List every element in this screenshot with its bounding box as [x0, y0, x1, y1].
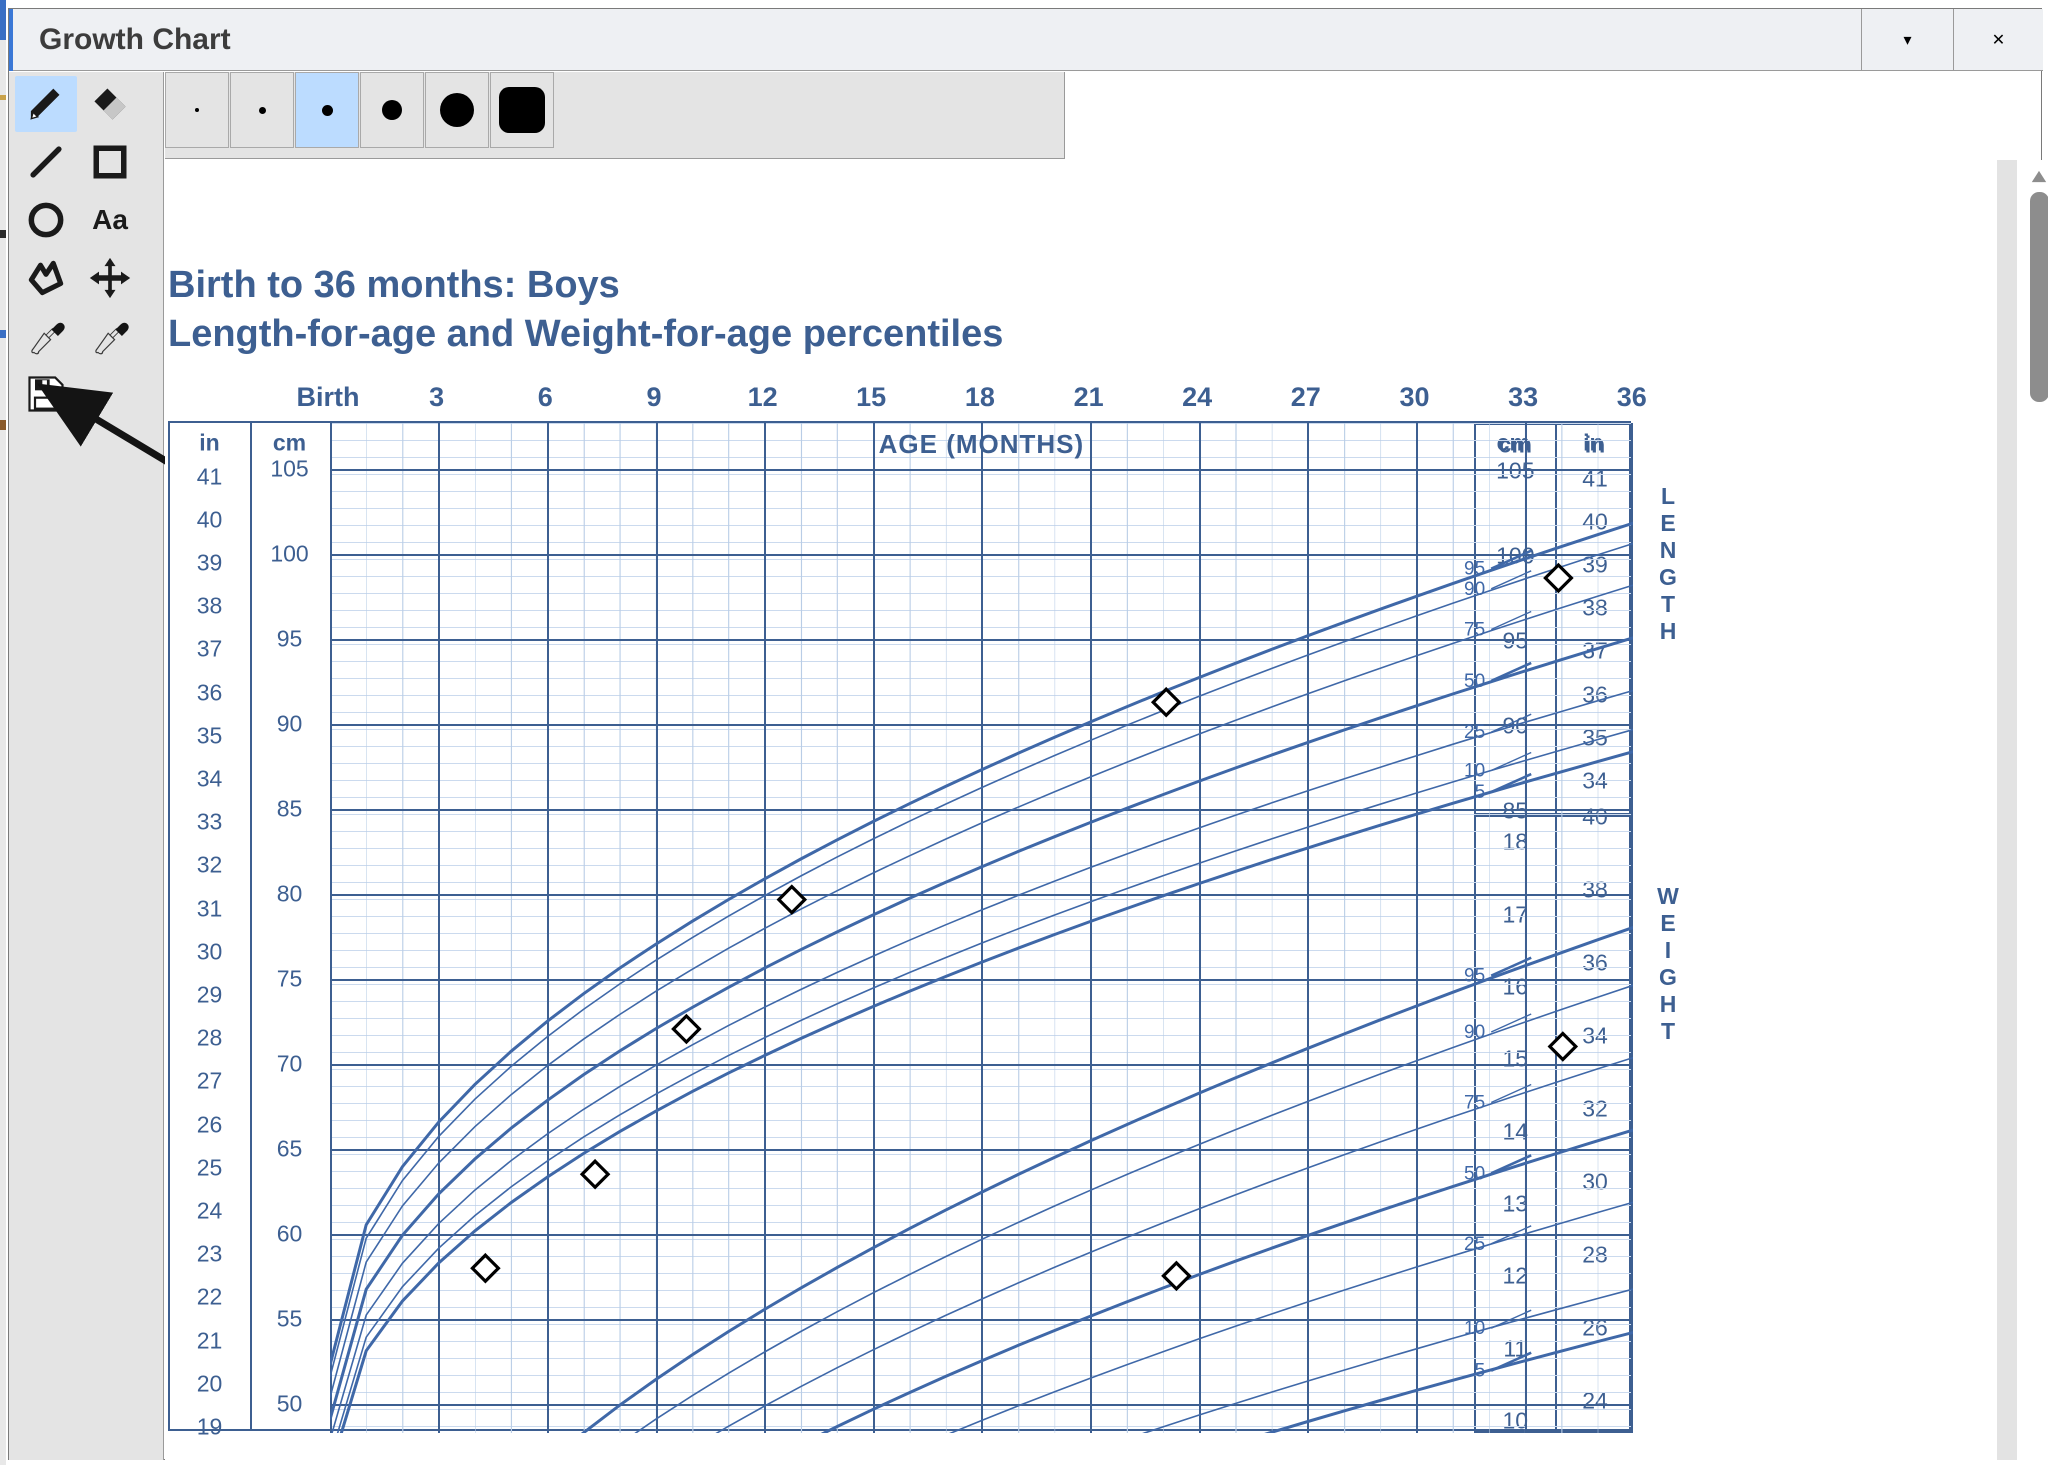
svg-text:75: 75 — [1464, 1093, 1485, 1114]
svg-text:95: 95 — [1464, 966, 1485, 987]
svg-text:10: 10 — [1464, 1318, 1485, 1339]
svg-text:50: 50 — [1464, 1163, 1485, 1184]
svg-text:10: 10 — [1464, 761, 1485, 782]
svg-text:5: 5 — [1474, 1361, 1485, 1382]
svg-text:90: 90 — [1464, 579, 1485, 600]
svg-text:25: 25 — [1464, 1234, 1485, 1255]
svg-text:90: 90 — [1464, 1022, 1485, 1043]
svg-text:50: 50 — [1464, 671, 1485, 692]
svg-text:25: 25 — [1464, 722, 1485, 743]
svg-text:75: 75 — [1464, 620, 1485, 641]
svg-text:5: 5 — [1474, 782, 1485, 803]
svg-text:95: 95 — [1464, 559, 1485, 580]
